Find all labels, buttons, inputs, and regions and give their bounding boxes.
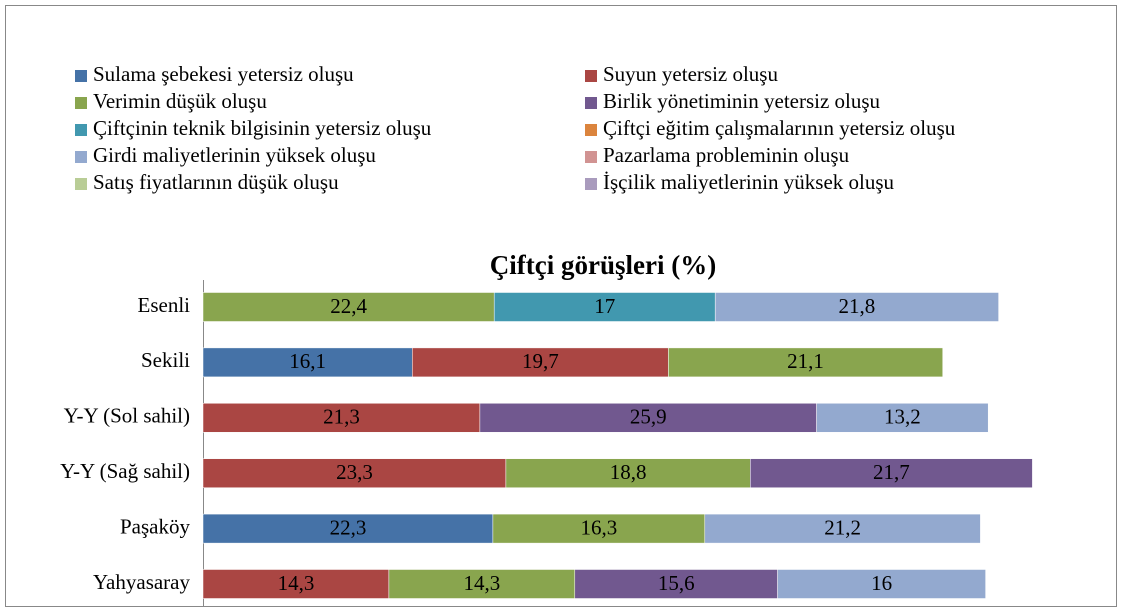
bar-segment: [750, 458, 1033, 488]
data-label: 17: [594, 294, 615, 318]
data-label: 14,3: [463, 571, 500, 595]
bar-segment: [505, 458, 751, 488]
legend-label: Girdi maliyetlerinin yüksek oluşu: [93, 143, 376, 167]
y-tick-label: Paşaköy: [120, 514, 190, 538]
data-label: 23,3: [336, 460, 373, 484]
data-label: 21,7: [873, 460, 910, 484]
y-tick-label: Sekili: [141, 348, 190, 372]
data-label: 16,1: [289, 349, 326, 373]
legend-label: Çiftçi eğitim çalışmalarının yetersiz ol…: [603, 116, 956, 140]
bar-segment: [574, 569, 778, 599]
data-label: 21,3: [323, 405, 360, 429]
y-tick-label: Y-Y (Sağ sahil): [60, 459, 190, 483]
data-label: 16: [871, 571, 892, 595]
legend-swatch: [585, 151, 597, 163]
data-label: 13,2: [884, 405, 921, 429]
data-label: 21,1: [787, 349, 824, 373]
y-tick-label: Esenli: [138, 293, 191, 317]
bar-segment: [412, 347, 669, 378]
bar-segment: [668, 347, 943, 378]
bar-segment: [202, 569, 390, 599]
legend-swatch: [75, 70, 87, 82]
data-label: 18,8: [610, 460, 647, 484]
data-label: 19,7: [522, 349, 559, 373]
chart-title: Çiftçi görüşleri (%): [490, 250, 716, 280]
legend-label: Çiftçinin teknik bilgisinin yetersiz olu…: [93, 116, 432, 140]
legend-swatch: [585, 124, 597, 136]
y-tick-label: Yahyasaray: [93, 570, 191, 594]
y-tick-label: Y-Y (Sol sahil): [64, 404, 190, 428]
legend-label: Birlik yönetiminin yetersiz oluşu: [603, 89, 881, 113]
legend-label: İşçilik maliyetlerinin yüksek oluşu: [603, 170, 895, 194]
legend-label: Verimin düşük oluşu: [93, 89, 267, 113]
legend-label: Pazarlama probleminin oluşu: [603, 143, 850, 167]
bar-segment: [388, 569, 576, 599]
data-label: 22,4: [330, 294, 367, 318]
data-label: 16,3: [580, 515, 617, 539]
legend-swatch: [75, 151, 87, 163]
data-label: 14,3: [278, 571, 315, 595]
bar-segment: [202, 292, 495, 322]
bar-segment: [492, 513, 706, 544]
data-label: 15,6: [658, 571, 695, 595]
legend-label: Suyun yetersiz oluşu: [603, 62, 778, 86]
data-label: 21,8: [839, 294, 876, 318]
legend-swatch: [75, 178, 87, 190]
legend-swatch: [585, 178, 597, 190]
bar-segment: [816, 403, 989, 433]
legend-label: Sulama şebekesi yetersiz oluşu: [93, 62, 354, 86]
data-label: 21,2: [824, 515, 861, 539]
bar-segment: [714, 292, 999, 322]
data-label: 25,9: [630, 405, 667, 429]
legend-label: Satış fiyatlarının düşük oluşu: [93, 170, 339, 194]
bar-segment: [202, 403, 481, 433]
legend-swatch: [585, 97, 597, 109]
bar-segment: [202, 458, 507, 488]
bar-segment: [202, 513, 494, 544]
data-label: 22,3: [330, 515, 367, 539]
bar-segment: [704, 513, 981, 544]
legend-swatch: [585, 70, 597, 82]
legend-swatch: [75, 124, 87, 136]
bar-segment: [493, 292, 716, 322]
legend-swatch: [75, 97, 87, 109]
bar-segment: [479, 403, 817, 433]
bar-segment: [777, 569, 986, 599]
